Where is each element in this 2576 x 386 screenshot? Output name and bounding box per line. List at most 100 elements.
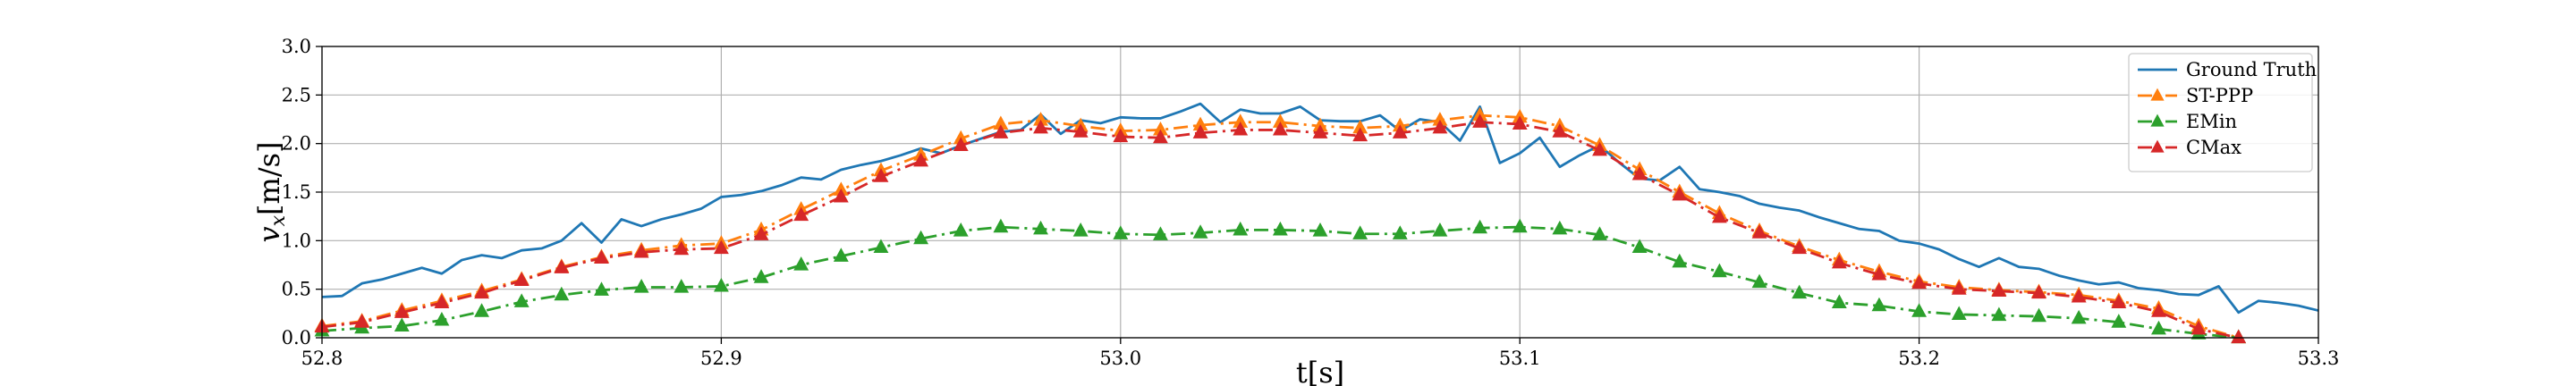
data-point (793, 206, 809, 222)
data-point (1072, 222, 1089, 237)
data-point (2111, 314, 2127, 328)
y-tick-label: 2.5 (282, 84, 311, 105)
data-point (1711, 208, 1727, 223)
data-point (1792, 239, 1808, 255)
y-tick-label: 1.0 (282, 230, 311, 251)
data-point (1472, 113, 1488, 128)
data-point (2071, 288, 2087, 303)
legend-entry: EMin (2138, 111, 2237, 132)
x-tick-label: 53.2 (1898, 348, 1940, 369)
data-point (633, 279, 649, 293)
data-point (1472, 219, 1488, 234)
data-point (1991, 282, 2007, 297)
data-point (1192, 224, 1208, 239)
data-point (873, 239, 889, 254)
x-tick-label: 53.1 (1499, 348, 1541, 369)
data-point (1033, 220, 1048, 235)
data-point (474, 303, 490, 317)
data-point (1312, 222, 1328, 237)
data-point (1751, 273, 1767, 289)
data-point (513, 293, 530, 307)
x-axis-label: t[s] (1296, 356, 1344, 386)
data-point (993, 218, 1009, 233)
data-point (2150, 320, 2166, 335)
legend-marker (2150, 139, 2165, 153)
data-point (394, 317, 410, 332)
series-cmax (314, 113, 2247, 344)
data-point (434, 294, 450, 308)
data-point (1352, 225, 1368, 239)
data-point (873, 168, 889, 182)
data-point (2111, 294, 2127, 308)
data-point (1871, 265, 1887, 281)
ticks: 52.8 52.9 53.0 53.1 53.2 53.3 0.0 0.5 1.0 1.5 2.0 2… (282, 36, 2340, 369)
data-point (2071, 309, 2087, 324)
data-point (1592, 226, 1607, 240)
data-point (1113, 225, 1129, 239)
data-point (1672, 253, 1688, 268)
data-point (1672, 186, 1688, 201)
data-point (1192, 124, 1208, 138)
data-point (753, 226, 769, 240)
data-point (1871, 297, 1887, 312)
data-point (1152, 129, 1168, 144)
data-point (1512, 115, 1528, 130)
legend-entry: CMax (2138, 137, 2241, 158)
data-point (1951, 281, 1967, 295)
data-point (394, 304, 410, 318)
data-point (1751, 224, 1767, 239)
series-layer (314, 102, 2319, 344)
data-point (1631, 165, 1648, 180)
data-point (434, 311, 450, 326)
data-point (674, 279, 690, 293)
data-point (953, 137, 969, 151)
data-point (713, 277, 729, 292)
data-point (1152, 226, 1168, 240)
legend-label: EMin (2186, 111, 2237, 132)
data-point (1552, 123, 1568, 138)
data-point (554, 286, 570, 301)
legend: Ground Truth ST-PPP EMin CMax (2128, 53, 2317, 172)
x-tick-label: 53.0 (1099, 348, 1141, 369)
data-point (1911, 274, 1928, 290)
data-point (2190, 320, 2207, 335)
data-point (474, 284, 490, 299)
y-tick-label: 1.5 (282, 181, 311, 203)
data-point (1432, 119, 1448, 134)
data-point (1352, 127, 1368, 142)
data-point (1631, 239, 1648, 254)
legend-entry: Ground Truth (2138, 59, 2317, 80)
data-point (833, 188, 849, 203)
y-axis-label-subscript: x (267, 214, 290, 226)
data-point (753, 269, 769, 283)
data-point (2031, 307, 2046, 323)
data-point (1711, 263, 1727, 278)
data-point (1552, 220, 1568, 235)
data-point (1592, 141, 1607, 156)
data-point (1911, 303, 1928, 317)
y-tick-label: 2.0 (282, 133, 311, 155)
data-point (1392, 225, 1408, 239)
data-point (1512, 218, 1528, 233)
data-point (554, 259, 570, 273)
legend-entries: Ground Truth ST-PPP EMin CMax (2138, 59, 2317, 158)
data-point (1272, 221, 1288, 236)
data-point (1272, 122, 1288, 136)
legend-marker (2150, 113, 2165, 127)
data-point (793, 256, 809, 271)
data-point (2231, 329, 2247, 344)
data-point (2150, 303, 2166, 317)
legend-marker (2150, 88, 2165, 101)
data-point (1072, 123, 1089, 138)
data-point (1392, 124, 1408, 138)
data-point (953, 222, 969, 237)
data-point (594, 249, 609, 264)
data-point (913, 152, 929, 167)
data-point (1831, 294, 1847, 308)
y-tick-label: 0.0 (282, 327, 311, 348)
y-tick-label: 3.0 (282, 36, 311, 57)
data-point (713, 239, 729, 255)
data-point (513, 272, 530, 286)
data-point (1113, 128, 1129, 143)
